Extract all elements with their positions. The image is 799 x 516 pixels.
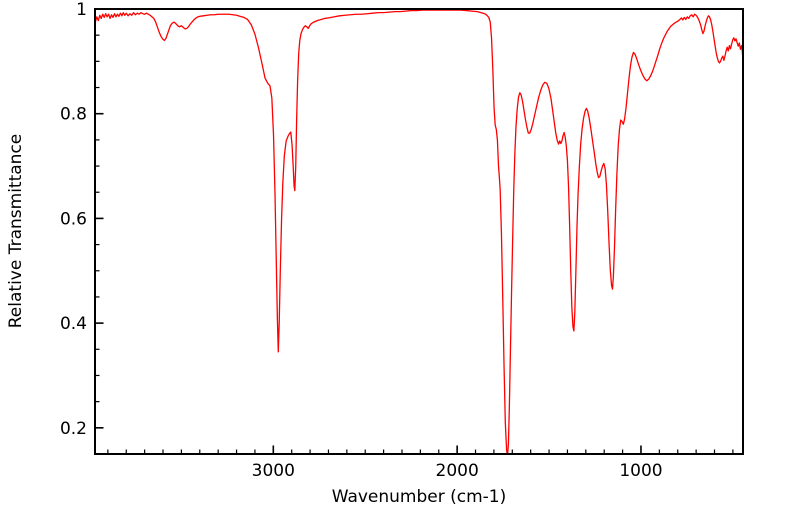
y-tick-label: 0.2 [60,419,87,439]
spectrum-line [95,9,743,455]
y-tick-label: 0.4 [60,314,87,334]
x-tick-label: 1000 [619,461,662,481]
y-tick-label: 1 [76,0,87,20]
y-axis-label: Relative Transmittance [6,133,26,329]
x-tick-label: 2000 [436,461,479,481]
y-tick-label: 0.6 [60,209,87,229]
plot-frame [94,8,744,455]
x-axis-label: Wavenumber (cm-1) [331,487,507,507]
y-tick-label: 0.8 [60,105,87,125]
x-tick-label: 3000 [252,461,295,481]
